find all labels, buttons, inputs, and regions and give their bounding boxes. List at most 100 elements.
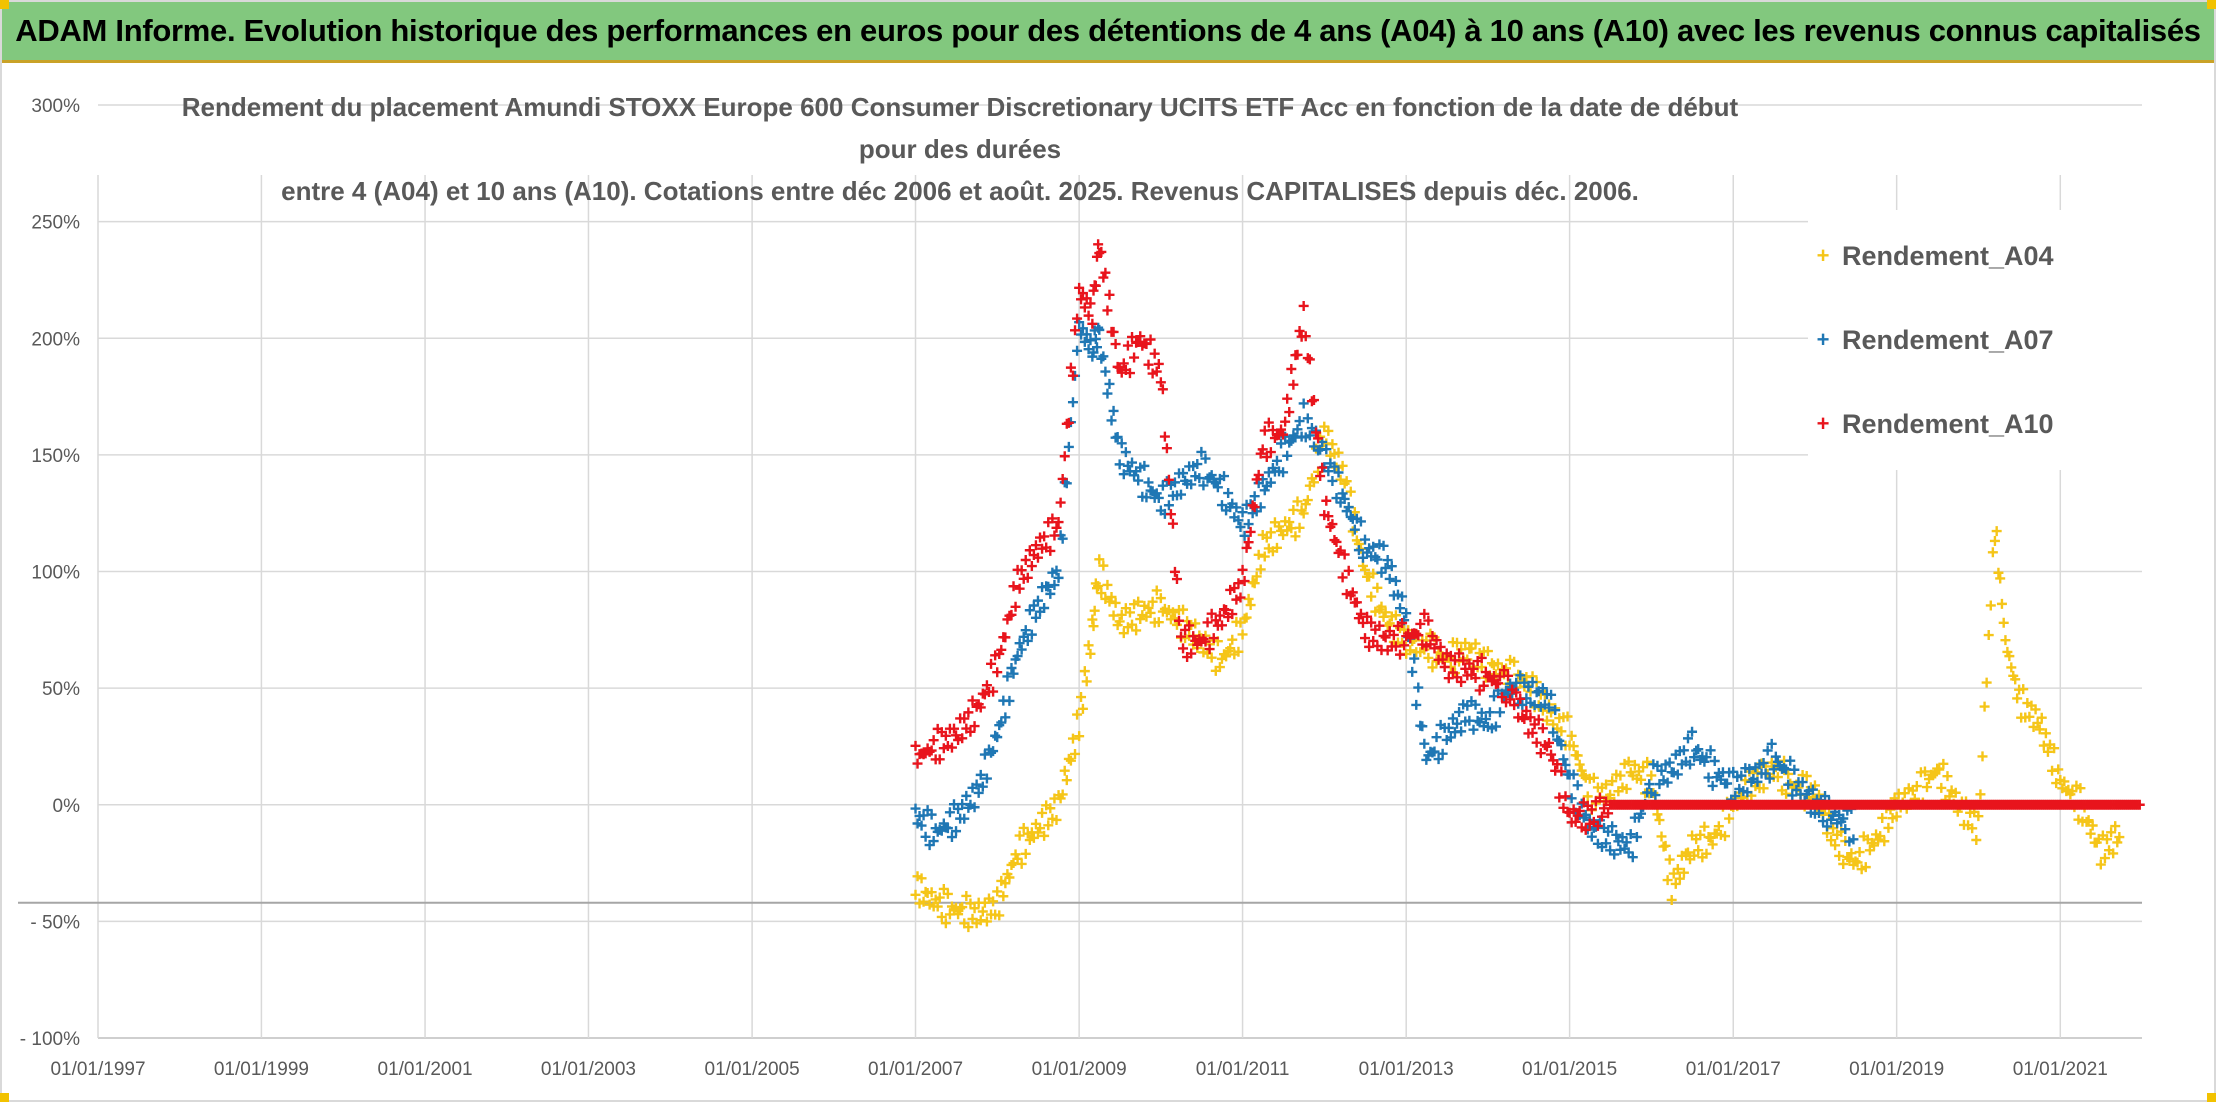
data-point (1437, 654, 1448, 665)
x-tick-label: 01/01/2013 (1359, 1059, 1454, 1080)
data-point (1996, 598, 2007, 609)
data-point (1057, 473, 1068, 484)
data-point (1102, 388, 1113, 399)
data-point (1631, 831, 1642, 842)
data-point (1797, 777, 1808, 788)
banner-title: ADAM Informe. Evolution historique des p… (2, 2, 2214, 63)
data-point (1421, 754, 1432, 765)
data-point (1192, 459, 1203, 470)
data-point (1104, 596, 1115, 607)
data-point (1000, 878, 1011, 889)
data-point (1347, 526, 1358, 537)
data-point (1405, 645, 1416, 656)
data-point (1063, 441, 1074, 452)
data-point (1255, 564, 1266, 575)
data-point (1468, 663, 1479, 674)
data-point (1699, 821, 1710, 832)
data-point (2004, 651, 2015, 662)
data-point (1327, 519, 1338, 530)
data-point (1098, 351, 1109, 362)
data-point (1642, 756, 1653, 767)
data-point (916, 873, 927, 884)
data-point (942, 888, 953, 899)
data-point (1171, 574, 1182, 585)
data-point (986, 747, 997, 758)
data-point (1059, 765, 1070, 776)
data-point (1265, 447, 1276, 458)
data-point (1298, 300, 1309, 311)
data-point (1760, 768, 1771, 779)
data-point (1380, 632, 1391, 643)
data-point (1566, 730, 1577, 741)
data-point (1351, 597, 1362, 608)
data-point (1848, 834, 1859, 845)
data-point (1083, 310, 1094, 321)
data-point (1672, 864, 1683, 875)
data-point (1149, 348, 1160, 359)
data-point (1570, 816, 1581, 827)
data-point (1055, 497, 1066, 508)
data-point (1724, 813, 1735, 824)
data-point (953, 909, 964, 920)
y-tick-label: 0% (53, 796, 81, 817)
data-point (1298, 398, 1309, 409)
data-point (1051, 522, 1062, 533)
data-point (1239, 576, 1250, 587)
data-point (1989, 535, 2000, 546)
data-point (1548, 727, 1559, 738)
data-point (996, 717, 1007, 728)
data-point (1656, 765, 1667, 776)
data-point (1617, 832, 1628, 843)
chart-title-line-2: entre 4 (A04) et 10 ans (A10). Cotations… (281, 176, 1639, 206)
data-point (1503, 670, 1514, 681)
data-point (1304, 354, 1315, 365)
data-point (1674, 873, 1685, 884)
data-point (1116, 609, 1127, 620)
data-point (1016, 858, 1027, 869)
data-point (1515, 670, 1526, 681)
data-point (1045, 803, 1056, 814)
data-point (1221, 604, 1232, 615)
y-tick-label: 150% (31, 446, 80, 467)
data-point (912, 758, 923, 769)
data-point (1271, 455, 1282, 466)
data-point (1366, 591, 1377, 602)
data-point (971, 779, 982, 790)
data-point (1883, 822, 1894, 833)
data-point (1490, 721, 1501, 732)
data-point (1789, 764, 1800, 775)
data-point (1028, 832, 1039, 843)
data-point (1439, 662, 1450, 673)
data-point (1672, 769, 1683, 780)
data-point (1709, 755, 1720, 766)
data-point (1623, 756, 1634, 767)
data-point (1652, 809, 1663, 820)
data-point (1079, 666, 1090, 677)
data-point (961, 790, 972, 801)
data-point (1443, 722, 1454, 733)
data-point (1249, 578, 1260, 589)
data-point (1556, 726, 1567, 737)
data-point (1257, 444, 1268, 455)
data-point (1308, 477, 1319, 488)
data-point (1374, 620, 1385, 631)
data-point (1822, 821, 1833, 832)
data-point (992, 886, 1003, 897)
data-point (1178, 643, 1189, 654)
data-point (1936, 782, 1947, 793)
data-point (1654, 815, 1665, 826)
data-point (2112, 837, 2123, 848)
data-point (1049, 530, 1060, 541)
data-point (1558, 754, 1569, 765)
data-point (2049, 743, 2060, 754)
data-point (1480, 714, 1491, 725)
data-point (1085, 335, 1096, 346)
data-point (992, 732, 1003, 743)
data-point (1118, 628, 1129, 639)
data-point (1572, 750, 1583, 761)
data-point (1204, 644, 1215, 655)
data-point (1572, 810, 1583, 821)
data-point (1985, 600, 1996, 611)
legend-item-a07: + Rendement_A07 (1808, 320, 2054, 360)
data-point (2040, 728, 2051, 739)
